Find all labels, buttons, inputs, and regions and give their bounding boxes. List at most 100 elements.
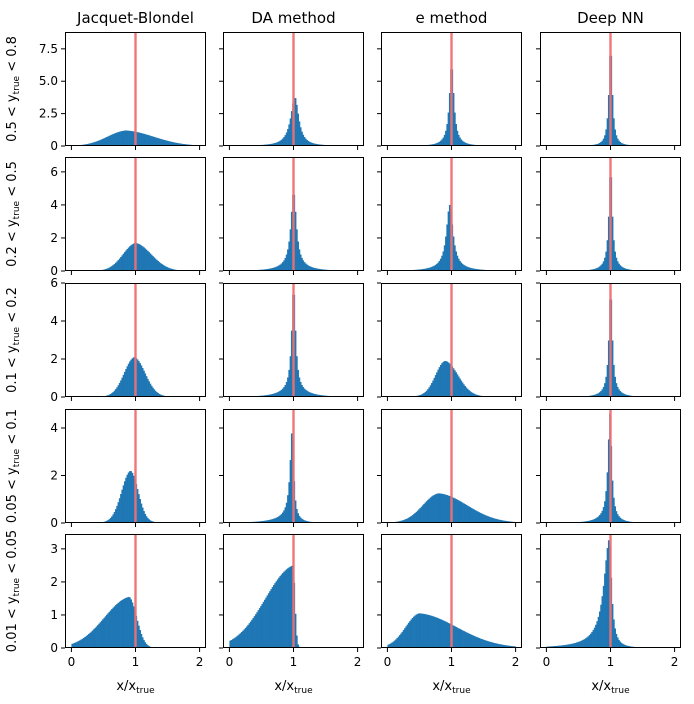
histogram-bar — [170, 141, 172, 146]
histogram-bar — [141, 507, 144, 523]
histogram-bar — [159, 263, 162, 271]
histogram-bar — [600, 513, 602, 523]
histogram-bar — [587, 520, 590, 523]
histogram-bar — [247, 624, 249, 648]
histogram-bar — [311, 393, 314, 397]
histogram-bar — [602, 138, 605, 146]
histogram-bar — [143, 133, 145, 146]
histogram-bar — [619, 641, 622, 648]
histogram-bar — [302, 134, 305, 146]
histogram-bar — [415, 614, 418, 648]
histogram-bar — [272, 585, 275, 648]
histogram-bar — [600, 265, 602, 271]
histogram-bar — [424, 502, 427, 523]
histogram-bars — [71, 471, 190, 523]
histogram-bar — [264, 520, 266, 523]
histogram-bar — [420, 394, 423, 397]
histogram-bar — [492, 518, 495, 523]
histogram-bar — [177, 143, 180, 146]
histogram-bar — [301, 131, 303, 146]
histogram-bar — [430, 266, 433, 271]
histogram-bar — [613, 364, 615, 397]
column-title: Jacquet-Blondel — [76, 9, 194, 27]
panel-frame — [381, 283, 522, 397]
histogram-bar — [423, 392, 425, 397]
y-tick-label: 4 — [50, 198, 58, 212]
histogram-bar — [157, 138, 159, 146]
histogram-bar — [141, 246, 144, 271]
histogram-bar — [484, 515, 487, 523]
histogram-bar — [443, 494, 446, 523]
histogram-bar — [305, 520, 307, 523]
histogram-bar — [598, 266, 601, 271]
histogram-bar — [456, 374, 459, 397]
histogram-bar — [289, 460, 292, 523]
histogram-bar — [619, 517, 622, 523]
histogram-bar — [468, 633, 470, 648]
histogram-bar — [465, 143, 468, 146]
histogram-bar — [425, 614, 428, 648]
histogram-bar — [301, 257, 303, 271]
row-label-suffix: < 0.05 — [5, 530, 20, 578]
histogram-bar — [303, 262, 306, 271]
histogram-bar — [278, 391, 280, 397]
row-label: 0.5 < ytrue < 0.8 — [5, 36, 22, 142]
histogram-bar — [149, 520, 152, 523]
histogram-bar — [117, 260, 120, 271]
histogram-bar — [136, 132, 139, 146]
histogram-bar — [116, 505, 118, 523]
histogram-bar — [406, 624, 409, 648]
histogram-bar — [401, 631, 404, 648]
histogram-bar — [117, 502, 120, 523]
histogram-bar — [296, 229, 298, 271]
histogram-bar — [154, 390, 157, 397]
histogram-bar — [125, 130, 127, 146]
histogram-bar — [280, 263, 283, 271]
histogram-bar — [445, 494, 447, 523]
histogram-bar — [456, 499, 459, 523]
histogram-bar — [283, 387, 285, 397]
histogram-bar — [438, 367, 441, 397]
row-label-prefix: 0.05 < y — [5, 467, 20, 523]
histogram-bar — [139, 132, 141, 146]
x-axis-label: x/xtrue — [432, 679, 471, 696]
histogram-bar — [477, 511, 479, 523]
histogram-bar — [595, 268, 597, 271]
histogram-bar — [495, 643, 497, 648]
histogram-bar — [505, 520, 507, 523]
histogram-bar — [438, 493, 441, 523]
histogram-bar — [504, 645, 506, 648]
histogram-bar — [469, 267, 472, 271]
histogram-bar — [288, 124, 290, 146]
column-titles: Jacquet-Blondel DA method e method Deep NN — [76, 9, 644, 27]
histogram-bar — [298, 249, 301, 271]
histogram-bar — [430, 615, 433, 648]
histogram-bar — [129, 597, 131, 648]
histogram-bar — [465, 387, 468, 397]
histogram-bar — [106, 137, 108, 146]
histogram-bar — [280, 139, 283, 146]
histogram-bar — [402, 520, 405, 523]
histogram-bar — [604, 257, 606, 271]
histogram-bar — [474, 636, 477, 648]
histogram-bar — [424, 614, 427, 648]
histogram-bar — [90, 143, 93, 146]
histogram-bar — [446, 124, 448, 146]
histogram-bar — [391, 642, 393, 648]
histogram-bar — [398, 635, 401, 648]
histogram-bar — [427, 389, 429, 397]
histogram-bar — [592, 519, 595, 523]
column-title: Deep NN — [577, 9, 644, 27]
histogram-bar — [420, 613, 423, 648]
histogram-bar — [149, 135, 152, 146]
histogram-bar — [423, 268, 425, 271]
histogram-bar — [461, 630, 464, 648]
y-tick-label: 6 — [50, 276, 58, 290]
histogram-bar — [461, 263, 464, 271]
histogram-bar — [622, 519, 624, 523]
histogram-bar — [144, 134, 147, 146]
histogram-bar — [270, 519, 273, 523]
histogram-bar — [482, 639, 484, 648]
histogram-bar — [280, 389, 283, 397]
histogram-bar — [447, 112, 450, 146]
